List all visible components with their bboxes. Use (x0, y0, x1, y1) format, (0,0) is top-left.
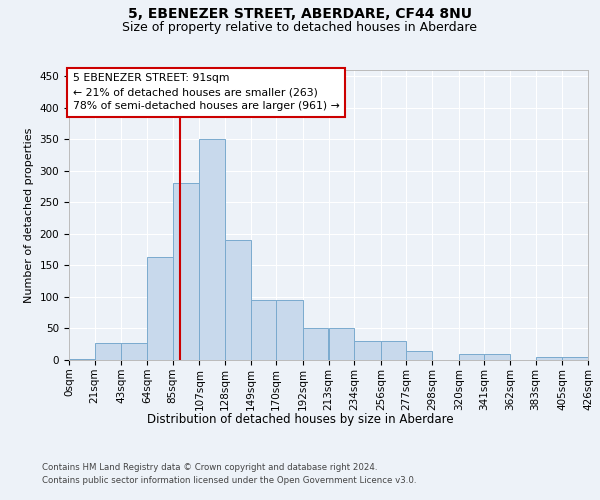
Text: Size of property relative to detached houses in Aberdare: Size of property relative to detached ho… (122, 21, 478, 34)
Bar (69, 358, 95, 360)
Bar (147, 257, 173, 360)
Bar (303, 328, 329, 360)
Bar (484, 354, 510, 360)
Text: Distribution of detached houses by size in Aberdare: Distribution of detached houses by size … (146, 412, 454, 426)
Bar (406, 350, 432, 360)
Bar (354, 341, 381, 360)
Y-axis label: Number of detached properties: Number of detached properties (24, 128, 34, 302)
Bar (121, 343, 147, 360)
Bar (199, 140, 225, 360)
Bar (536, 357, 562, 360)
Bar (562, 357, 588, 360)
Text: Contains HM Land Registry data © Crown copyright and database right 2024.: Contains HM Land Registry data © Crown c… (42, 462, 377, 471)
Text: 5, EBENEZER STREET, ABERDARE, CF44 8NU: 5, EBENEZER STREET, ABERDARE, CF44 8NU (128, 8, 472, 22)
Bar (173, 184, 199, 360)
Text: 5 EBENEZER STREET: 91sqm
← 21% of detached houses are smaller (263)
78% of semi-: 5 EBENEZER STREET: 91sqm ← 21% of detach… (73, 73, 340, 111)
Bar (459, 354, 484, 360)
Bar (225, 240, 251, 360)
Bar (251, 300, 276, 360)
Bar (381, 341, 406, 360)
Text: Contains public sector information licensed under the Open Government Licence v3: Contains public sector information licen… (42, 476, 416, 485)
Bar (329, 328, 354, 360)
Bar (276, 300, 303, 360)
Bar (95, 343, 121, 360)
